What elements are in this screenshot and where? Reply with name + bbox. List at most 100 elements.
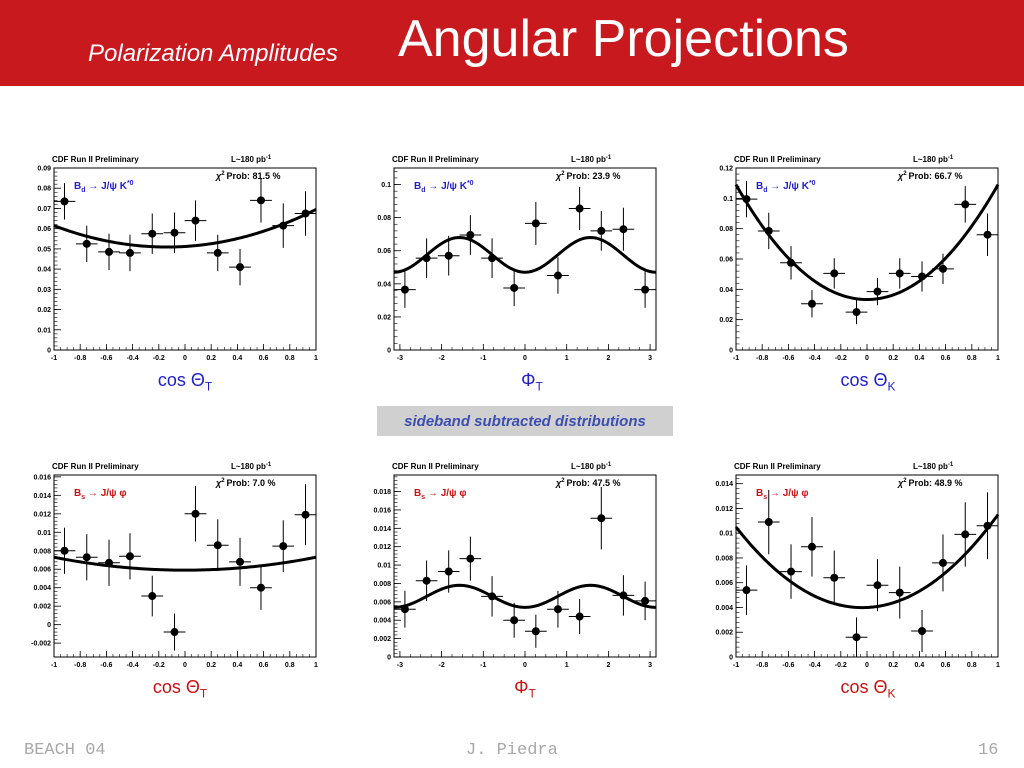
chi2-prob-label: χ2 Prob: 47.5 % — [555, 478, 621, 488]
data-point — [170, 628, 179, 637]
decay-products: → J/ψ K — [768, 181, 810, 192]
x-tick-label: 0 — [865, 355, 869, 362]
x-tick-label: 1 — [996, 355, 1000, 362]
x-tick-label: 0.2 — [888, 662, 898, 669]
chi2-symbol: χ — [897, 478, 904, 488]
data-point — [938, 558, 947, 567]
axis-label-bs-cos-theta-k: cos ΘK — [840, 677, 895, 701]
luminosity-exponent: -1 — [948, 155, 954, 161]
data-point — [742, 195, 751, 204]
y-tick-label: 0.08 — [37, 186, 51, 193]
data-point — [444, 567, 453, 576]
data-point — [279, 542, 288, 551]
data-point — [895, 269, 904, 278]
data-point — [553, 271, 562, 280]
chi2-exponent: 2 — [221, 171, 225, 177]
y-tick-label: 0 — [387, 348, 391, 355]
y-tick-label: 0.02 — [37, 307, 51, 314]
chi2-prob-label: χ2 Prob: 7.0 % — [215, 478, 276, 488]
x-tick-label: 0 — [865, 662, 869, 669]
data-point — [531, 219, 540, 228]
decay-superscript: *0 — [467, 180, 474, 187]
plot-frame — [735, 474, 999, 658]
luminosity-exponent: -1 — [266, 462, 272, 468]
data-point — [105, 247, 114, 256]
data-point — [641, 596, 650, 605]
data-point — [60, 546, 69, 555]
data-point — [983, 521, 992, 530]
slide-subtitle: Polarization Amplitudes — [88, 40, 338, 67]
data-point — [422, 254, 431, 263]
x-tick-label: -2 — [438, 662, 444, 669]
decay-superscript: *0 — [809, 180, 816, 187]
chi2-exponent: 2 — [221, 478, 225, 484]
decay-meson: B — [756, 181, 763, 192]
x-tick-label: -0.2 — [835, 662, 847, 669]
decay-products: → J/ψ φ — [425, 488, 466, 499]
header-experiment-label: CDF Run II Preliminary — [52, 155, 139, 164]
data-point — [422, 576, 431, 585]
decay-products: → J/ψ K — [86, 181, 128, 192]
y-tick-label: 0.01 — [37, 530, 51, 537]
data-point — [400, 605, 409, 614]
data-point — [575, 612, 584, 621]
decay-label: Bd → J/ψ K*0 — [756, 180, 816, 194]
x-tick-label: -1 — [51, 662, 57, 669]
decay-meson-subscript: d — [81, 187, 85, 194]
decay-meson: B — [414, 181, 421, 192]
x-tick-label: 0 — [523, 355, 527, 362]
data-point — [983, 230, 992, 239]
x-tick-label: 0 — [183, 355, 187, 362]
data-point — [301, 510, 310, 519]
axis-label-bs-cos-theta-t: cos ΘT — [153, 677, 207, 701]
data-point — [852, 308, 861, 317]
chi2-prob-value: Prob: 7.0 % — [227, 478, 276, 488]
y-tick-label: 0 — [729, 655, 733, 662]
y-tick-label: 0.01 — [719, 531, 733, 538]
decay-meson: B — [756, 488, 763, 499]
chi2-exponent: 2 — [903, 171, 907, 177]
data-point — [575, 204, 584, 213]
x-tick-label: 1 — [565, 662, 569, 669]
data-point — [918, 627, 927, 635]
y-tick-label: 0.09 — [37, 166, 51, 173]
header-luminosity-label: L~180 pb-1 — [231, 155, 272, 164]
y-tick-label: 0 — [387, 655, 391, 662]
data-point — [400, 285, 409, 294]
axis-label-main: cos Θ — [840, 677, 888, 697]
axis-label-sub: K — [887, 379, 896, 394]
x-tick-label: -0.8 — [74, 355, 86, 362]
plot-frame — [393, 167, 657, 351]
data-point — [256, 583, 265, 592]
data-point — [82, 553, 91, 562]
chi2-symbol: χ — [215, 171, 222, 181]
data-point — [918, 272, 927, 281]
chart-panel-bs-cos-theta-t: CDF Run II Preliminary L~180 pb-1 χ2 Prob: … — [31, 462, 318, 669]
x-tick-label: 0.4 — [915, 355, 925, 362]
axis-label-bd-cos-theta-t: cos ΘT — [158, 370, 212, 394]
fit-curve — [734, 183, 1000, 302]
header-experiment-label: CDF Run II Preliminary — [734, 155, 821, 164]
data-point — [148, 592, 157, 601]
y-tick-label: 0.008 — [373, 581, 391, 588]
data-point — [553, 605, 562, 614]
decay-products: → J/ψ K — [426, 181, 468, 192]
axis-label-sub: T — [199, 686, 208, 701]
title-bar: Polarization Amplitudes Angular Projecti… — [0, 0, 1024, 86]
data-point — [444, 251, 453, 260]
luminosity-exponent: -1 — [606, 155, 612, 161]
data-point — [170, 228, 179, 237]
axis-label-main: cos Θ — [840, 370, 888, 390]
y-tick-label: 0.002 — [33, 604, 51, 611]
chi2-prob-value: Prob: 47.5 % — [567, 478, 621, 488]
data-point — [830, 269, 839, 278]
y-tick-label: 0.016 — [373, 507, 391, 514]
chi2-prob-value: Prob: 66.7 % — [909, 171, 963, 181]
x-tick-label: 2 — [606, 662, 610, 669]
header-luminosity-label: L~180 pb-1 — [571, 462, 612, 471]
data-point — [82, 239, 91, 248]
x-tick-label: 0.4 — [915, 662, 925, 669]
data-point — [895, 588, 904, 597]
data-point — [764, 518, 773, 527]
chi2-prob-value: Prob: 23.9 % — [567, 171, 621, 181]
